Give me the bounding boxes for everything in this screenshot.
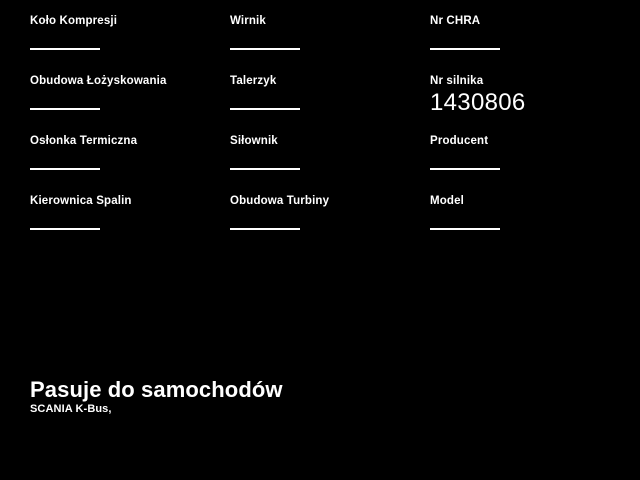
spec-label: Model	[430, 195, 464, 207]
spec-field-wirnik[interactable]: Wirnik	[230, 14, 430, 74]
spec-field-producent[interactable]: Producent	[430, 134, 610, 194]
specification-grid: Koło Kompresji Wirnik Nr CHRA Obudowa Ło…	[30, 14, 610, 254]
spec-value-rule	[30, 48, 100, 50]
spec-field-talerzyk[interactable]: Talerzyk	[230, 74, 430, 134]
spec-label: Nr silnika	[430, 75, 484, 87]
spec-value-rule	[30, 228, 100, 230]
spec-value-rule	[430, 228, 500, 230]
spec-value-rule	[30, 168, 100, 170]
spec-field-obudowa-turbiny[interactable]: Obudowa Turbiny	[230, 194, 430, 254]
spec-label: Nr CHRA	[430, 15, 481, 27]
spec-field-kolo-kompresji[interactable]: Koło Kompresji	[30, 14, 230, 74]
spec-label: Siłownik	[230, 135, 278, 147]
spec-value-rule	[230, 168, 300, 170]
spec-value-rule	[230, 48, 300, 50]
fitment-vehicle-list: SCANIA K-Bus,	[30, 403, 112, 415]
spec-value-rule	[430, 48, 500, 50]
spec-value-rule	[30, 108, 100, 110]
spec-value-rule	[430, 168, 500, 170]
spec-field-kierownica-spalin[interactable]: Kierownica Spalin	[30, 194, 230, 254]
spec-field-nr-silnika[interactable]: Nr silnika 1430806	[430, 74, 610, 134]
spec-field-obudowa-lozyskowania[interactable]: Obudowa Łożyskowania	[30, 74, 230, 134]
fitment-title: Pasuje do samochodów	[30, 377, 283, 402]
spec-label: Wirnik	[230, 15, 266, 27]
spec-label: Osłonka Termiczna	[30, 135, 138, 147]
spec-label: Talerzyk	[230, 75, 277, 87]
fitment-section: Pasuje do samochodów SCANIA K-Bus,	[30, 378, 590, 416]
spec-field-nr-chra[interactable]: Nr CHRA	[430, 14, 610, 74]
spec-value-rule	[230, 228, 300, 230]
spec-label: Obudowa Turbiny	[230, 195, 330, 207]
spec-label: Kierownica Spalin	[30, 195, 132, 207]
spec-label: Obudowa Łożyskowania	[30, 75, 167, 87]
spec-field-oslonka-termiczna[interactable]: Osłonka Termiczna	[30, 134, 230, 194]
spec-field-silownik[interactable]: Siłownik	[230, 134, 430, 194]
spec-value-nr-silnika: 1430806	[430, 89, 526, 116]
spec-field-model[interactable]: Model	[430, 194, 610, 254]
spec-label: Koło Kompresji	[30, 15, 118, 27]
spec-label: Producent	[430, 135, 489, 147]
spec-value-rule	[230, 108, 300, 110]
